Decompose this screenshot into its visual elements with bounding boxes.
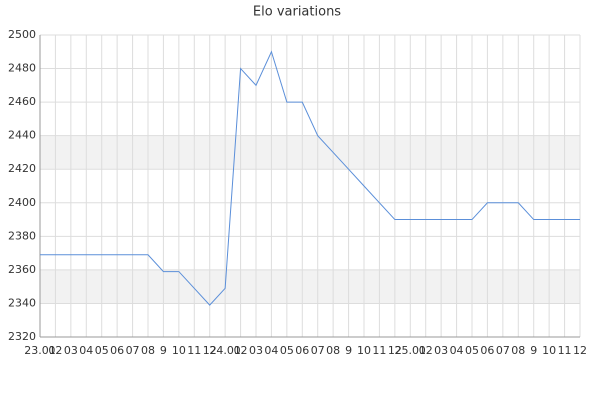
x-tick-label: 05	[95, 344, 109, 357]
x-tick-label: 9	[345, 344, 352, 357]
y-tick-label: 2460	[8, 95, 36, 108]
x-tick-label: 05	[280, 344, 294, 357]
x-tick-label: 11	[187, 344, 201, 357]
y-tick-label: 2440	[8, 129, 36, 142]
band	[40, 269, 580, 304]
x-tick-label: 08	[326, 344, 340, 357]
x-tick-label: 08	[511, 344, 525, 357]
x-tick-label: 12	[573, 344, 587, 357]
x-tick-label: 03	[434, 344, 448, 357]
band	[40, 135, 580, 170]
y-tick-label: 2360	[8, 263, 36, 276]
x-tick-label: 07	[126, 344, 140, 357]
x-tick-label: 03	[64, 344, 78, 357]
x-tick-label: 04	[450, 344, 464, 357]
x-tick-label: 03	[249, 344, 263, 357]
x-tick-label: 06	[110, 344, 124, 357]
x-tick-label: 05	[465, 344, 479, 357]
x-tick-label: 06	[295, 344, 309, 357]
y-tick-label: 2480	[8, 62, 36, 75]
y-tick-label: 2400	[8, 196, 36, 209]
x-tick-label: 12	[388, 344, 402, 357]
y-tick-label: 2340	[8, 296, 36, 309]
x-tick-label: 10	[172, 344, 186, 357]
x-tick-label: 08	[141, 344, 155, 357]
x-tick-label: 9	[160, 344, 167, 357]
x-tick-label: 11	[558, 344, 572, 357]
x-tick-label: 04	[79, 344, 93, 357]
line	[40, 50, 580, 306]
y-tick-label: 2500	[8, 28, 36, 41]
x-tick-label: 24.01	[209, 344, 241, 357]
x-tick-label: 23.01	[24, 344, 56, 357]
x-tick-label: 10	[542, 344, 556, 357]
y-tick-label: 2320	[8, 330, 36, 343]
x-tick-label: 10	[357, 344, 371, 357]
x-tick-label: 02	[419, 344, 433, 357]
x-tick-label: 07	[496, 344, 510, 357]
y-tick-label: 2420	[8, 162, 36, 175]
x-tick-label: 02	[48, 344, 62, 357]
x-tick-label: 07	[311, 344, 325, 357]
x-tick-label: 04	[264, 344, 278, 357]
x-tick-label: 11	[372, 344, 386, 357]
x-tick-label: 02	[234, 344, 248, 357]
chart-title: Elo variations	[253, 5, 341, 20]
x-tick-label: 9	[530, 344, 537, 357]
x-tick-label: 12	[203, 344, 217, 357]
y-tick-label: 2380	[8, 229, 36, 242]
x-tick-label: 06	[480, 344, 494, 357]
x-tick-label: 25.01	[395, 344, 427, 357]
